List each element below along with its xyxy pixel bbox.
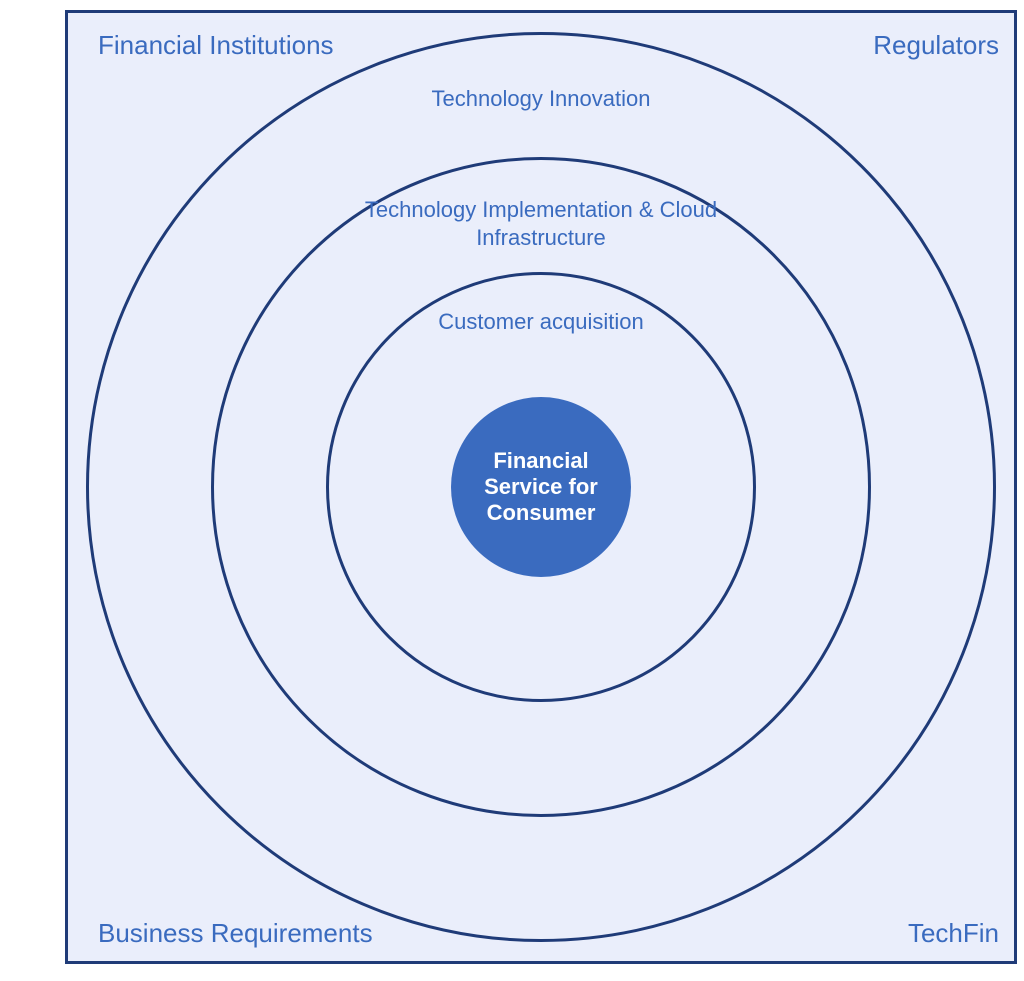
corner-bottom-right: TechFin [908,918,999,949]
corner-top-right: Regulators [873,30,999,61]
core-circle: Financial Service for Consumer [451,397,631,577]
corner-bottom-left: Business Requirements [98,918,373,949]
ring-label-customer-acquisition: Customer acquisition [431,308,651,336]
corner-top-left: Financial Institutions [98,30,334,61]
ring-label-tech-innovation: Technology Innovation [381,85,701,113]
ring-label-tech-implementation: Technology Implementation & Cloud Infras… [361,196,721,251]
core-label: Financial Service for Consumer [457,448,625,526]
